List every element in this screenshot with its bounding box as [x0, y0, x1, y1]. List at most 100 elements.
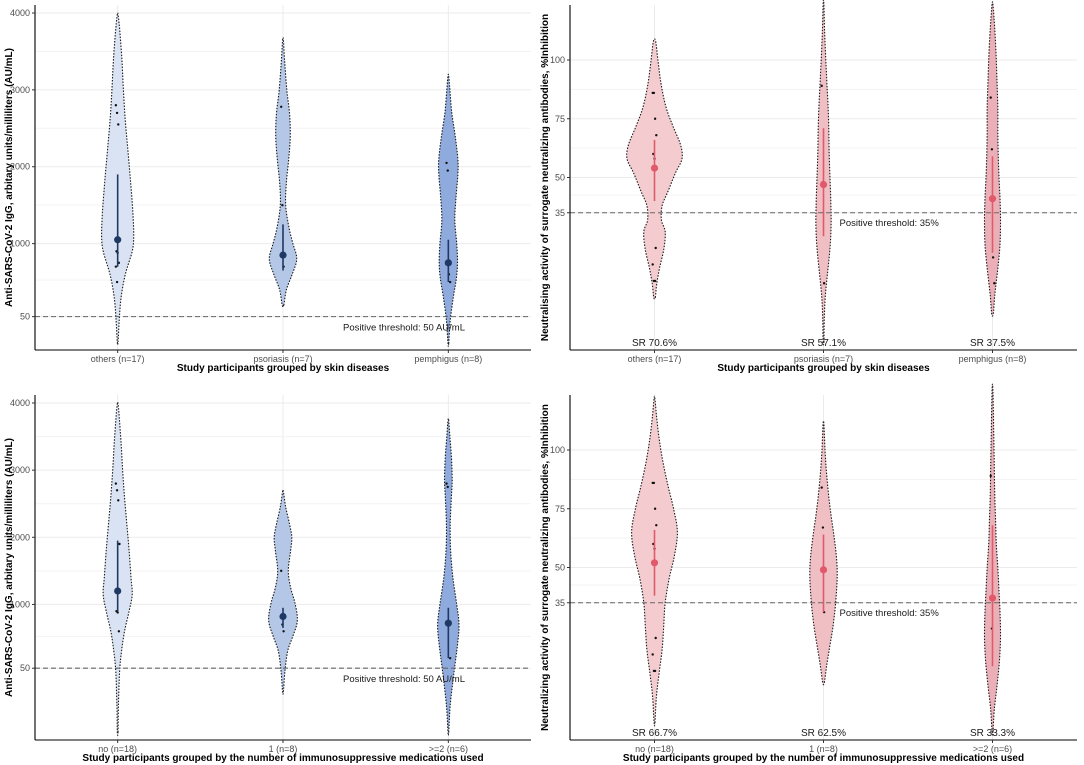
violin-2: [268, 36, 298, 308]
y-tick-label: 35: [555, 208, 565, 218]
data-point: [282, 630, 285, 633]
data-point: [115, 111, 119, 115]
violin-3: [437, 417, 460, 736]
threshold-label: Positive threshold: 50 AU/mL: [343, 674, 465, 685]
y-tick-label: 100: [550, 55, 565, 65]
data-point: [118, 542, 121, 546]
data-point: [653, 117, 657, 120]
data-point: [820, 84, 823, 88]
y-tick-label: 50: [20, 312, 30, 322]
data-point: [654, 246, 657, 250]
seroconversion-rate-label: SR 57.1%: [801, 338, 846, 349]
seroconversion-rate-label: SR 66.7%: [632, 728, 677, 739]
y-tick-label: 75: [555, 114, 565, 124]
x-axis-title: Study participants grouped by the number…: [623, 753, 1024, 764]
data-point: [990, 148, 994, 151]
seroconversion-rate-label: SR 70.6%: [632, 338, 677, 349]
data-point: [114, 482, 118, 485]
y-tick-label: 3000: [10, 85, 30, 95]
x-tick-label: >=2 (n=6): [973, 744, 1012, 754]
y-tick-label: 1000: [10, 239, 30, 249]
y-axis-title: Neutralizing activity of surrogate neutr…: [540, 404, 551, 731]
data-point: [116, 611, 119, 614]
data-point: [445, 482, 448, 485]
data-point: [821, 526, 825, 529]
data-point: [651, 653, 654, 656]
data-point: [446, 169, 449, 172]
x-tick-label: pemphigus (n=8): [414, 354, 482, 364]
y-tick-label: 50: [555, 563, 565, 573]
seroconversion-rate-label: SR 62.5%: [801, 728, 846, 739]
y-tick-label: 3000: [10, 465, 30, 475]
mean-point: [988, 594, 997, 602]
mean-point: [819, 566, 828, 574]
panel-b: Positive threshold: 35% 35 50 75 100 others (…: [540, 0, 1077, 374]
data-point: [117, 630, 121, 633]
data-point: [989, 96, 992, 99]
panel-c: Positive threshold: 50 AU/mL 50 1000 2000 30…: [4, 395, 531, 764]
threshold-label: Positive threshold: 35%: [840, 218, 940, 229]
data-point: [653, 507, 657, 510]
y-tick-label: 1000: [10, 599, 30, 609]
violin-3: [437, 73, 459, 347]
x-axis-title: Study participants grouped by skin disea…: [177, 363, 390, 374]
y-tick-label: 50: [20, 663, 30, 673]
threshold-label: Positive threshold: 35%: [840, 608, 940, 619]
data-point: [655, 134, 658, 137]
mean-point: [650, 164, 659, 172]
y-tick-label: 4000: [10, 398, 30, 408]
mean-point: [114, 587, 122, 595]
data-point: [448, 280, 452, 284]
y-tick-label: 75: [555, 504, 565, 514]
x-tick-label: psoriasis (n=7): [794, 354, 853, 364]
x-axis-title: Study participants grouped by the number…: [82, 753, 483, 764]
x-tick-label: pemphigus (n=8): [959, 354, 1027, 364]
data-point: [445, 161, 448, 165]
data-point: [820, 486, 823, 489]
mean-point: [444, 259, 452, 267]
y-tick-label: 2000: [10, 532, 30, 542]
seroconversion-rate-label: SR 37.5%: [970, 338, 1015, 349]
x-tick-label: >=2 (n=6): [429, 744, 468, 754]
mean-point: [819, 180, 828, 189]
mean-point: [444, 619, 452, 627]
data-point: [280, 105, 283, 108]
data-point: [115, 489, 119, 492]
data-point: [653, 279, 657, 283]
data-point: [991, 256, 995, 259]
x-tick-label: others (n=17): [628, 354, 682, 364]
x-tick-label: psoriasis (n=7): [253, 354, 312, 364]
data-point: [652, 481, 656, 485]
data-point: [993, 282, 996, 285]
data-point: [652, 91, 656, 95]
x-tick-label: others (n=17): [91, 354, 145, 364]
data-point: [117, 499, 120, 502]
y-tick-label: 2000: [10, 162, 30, 172]
y-axis-title: Anti-SARS-CoV-2 IgG, arbitary units/mill…: [4, 48, 15, 307]
x-tick-label: 1 (n=8): [809, 744, 838, 754]
y-tick-label: 35: [555, 598, 565, 608]
data-point: [655, 524, 658, 527]
seroconversion-rate-label: SR 33.3%: [970, 728, 1015, 739]
x-axis-title: Study participants grouped by skin disea…: [717, 363, 930, 374]
data-point: [989, 474, 992, 478]
data-point: [114, 265, 118, 268]
data-point: [822, 282, 826, 285]
mean-point: [114, 236, 122, 244]
y-axis-title: Anti-SARS-CoV-2 IgG, arbitary units/mill…: [4, 438, 15, 697]
x-tick-label: no (n=18): [635, 744, 674, 754]
y-tick-label: 4000: [10, 8, 30, 18]
data-point: [280, 569, 283, 573]
data-point: [115, 280, 119, 284]
y-axis-title: Neutralising activity of surrogate neutr…: [540, 14, 551, 341]
y-tick-label: 50: [555, 173, 565, 183]
data-point: [446, 485, 449, 489]
mean-point: [650, 559, 659, 567]
data-point: [117, 123, 120, 126]
data-point: [281, 203, 284, 207]
x-tick-label: no (n=18): [98, 744, 137, 754]
panel-d: Positive threshold: 35% 35 50 75 100 no (n=18…: [540, 383, 1077, 764]
x-tick-label: 1 (n=8): [269, 744, 298, 754]
threshold-label: Positive threshold: 50 AU/mL: [343, 323, 465, 334]
